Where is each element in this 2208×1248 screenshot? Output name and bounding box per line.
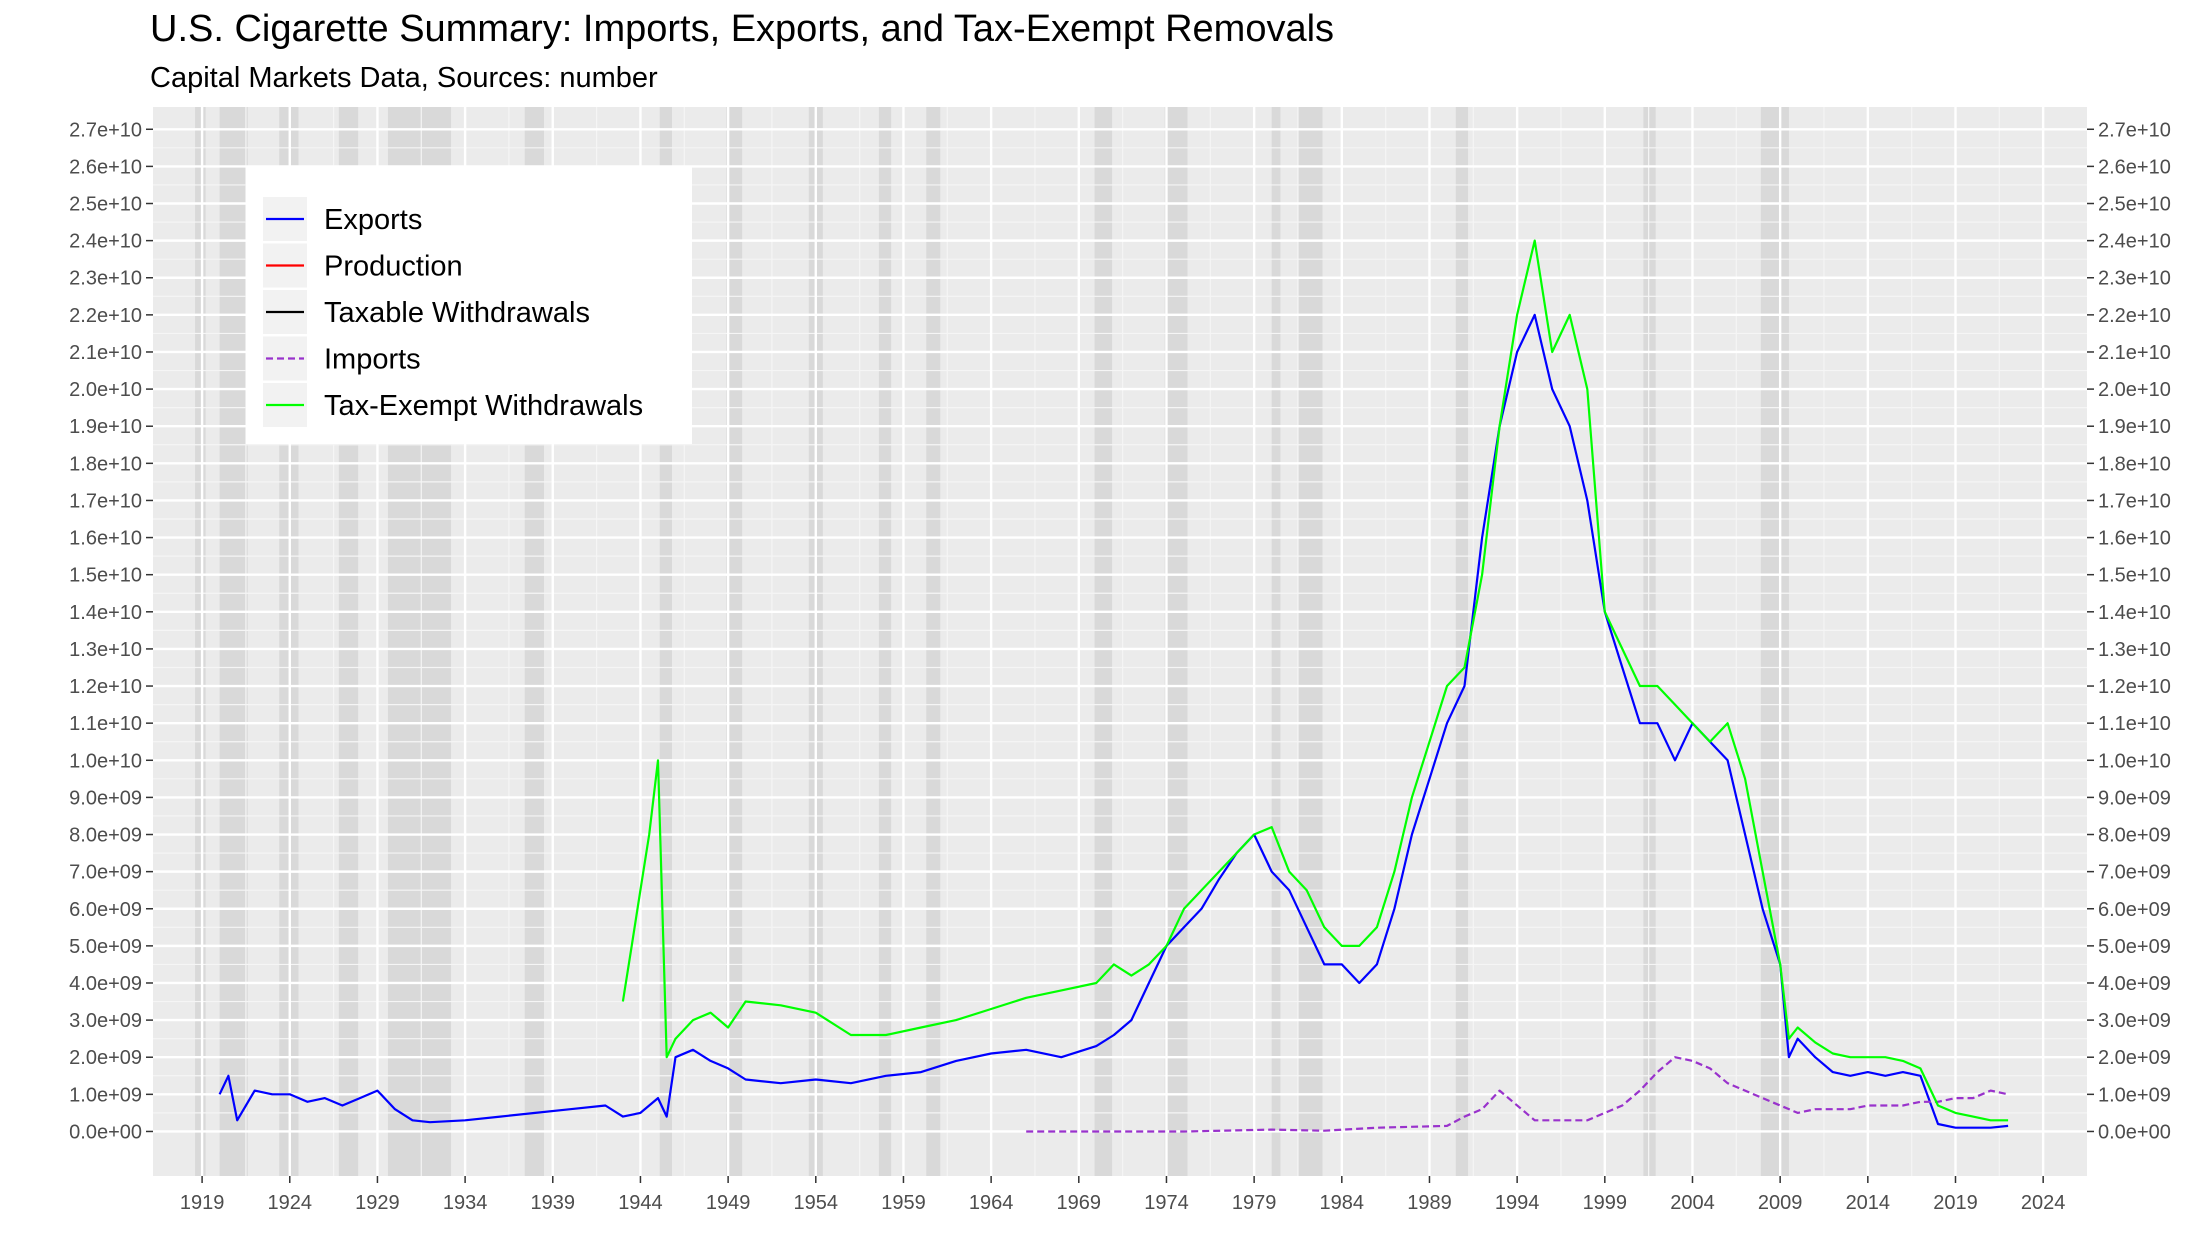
y-tick-label: 2.4e+10 [69,231,142,253]
y2-tick-label: 2.1e+10 [2098,342,2171,364]
recession-band [1094,107,1113,1176]
y2-tick-label: 1.7e+10 [2098,490,2171,512]
y2-tick-label: 3.0e+09 [2098,1010,2171,1032]
y2-tick-label: 4.0e+09 [2098,973,2171,995]
y-tick-label: 2.7e+10 [69,119,142,141]
x-tick-label: 1919 [180,1192,225,1214]
x-tick-label: 1924 [268,1192,313,1214]
x-tick-label: 1939 [531,1192,576,1214]
recession-band [1455,107,1469,1176]
chart-subtitle: Capital Markets Data, Sources: number [150,62,658,94]
y2-tick-label: 2.2e+10 [2098,305,2171,327]
y2-tick-label: 1.8e+10 [2098,453,2171,475]
y-tick-label: 1.6e+10 [69,528,142,550]
y-tick-label: 2.6e+10 [69,156,142,178]
recession-band [219,107,248,1176]
legend-label: Imports [324,344,421,376]
y-tick-label: 1.3e+10 [69,639,142,661]
series-line [621,239,2009,1122]
y2-tick-label: 1.9e+10 [2098,416,2171,438]
legend-label: Tax-Exempt Withdrawals [324,390,643,422]
y-tick-label: 1.0e+09 [69,1084,142,1106]
y2-tick-label: 6.0e+09 [2098,899,2171,921]
y-tick-label: 8.0e+09 [69,825,142,847]
recession-band [1164,107,1188,1176]
y-tick-label: 7.0e+09 [69,862,142,884]
x-tick-label: 2014 [1846,1192,1891,1214]
y-tick-label: 2.2e+10 [69,305,142,327]
y-tick-label: 2.0e+10 [69,379,142,401]
x-tick-label: 1949 [706,1192,751,1214]
recession-band [926,107,941,1176]
x-tick-label: 1979 [1232,1192,1277,1214]
y2-tick-label: 1.2e+10 [2098,676,2171,698]
y2-tick-label: 8.0e+09 [2098,825,2171,847]
recession-band [1297,107,1323,1176]
legend-box [246,166,692,444]
recession-band [195,107,206,1176]
recession-band [878,107,892,1176]
y-tick-label: 2.5e+10 [69,194,142,216]
x-tick-label: 1989 [1407,1192,1452,1214]
y-tick-label: 1.7e+10 [69,490,142,512]
recession-band [1271,107,1281,1176]
y-tick-label: 4.0e+09 [69,973,142,995]
y2-tick-label: 2.6e+10 [2098,156,2171,178]
x-tick-label: 2024 [2021,1192,2066,1214]
x-tick-label: 2004 [1670,1192,1715,1214]
y-tick-label: 1.2e+10 [69,676,142,698]
x-tick-label: 1954 [794,1192,839,1214]
y-tick-label: 1.0e+10 [69,750,142,772]
y2-tick-label: 1.0e+09 [2098,1084,2171,1106]
x-tick-label: 1959 [881,1192,926,1214]
y-tick-label: 1.8e+10 [69,453,142,475]
x-tick-label: 1984 [1320,1192,1365,1214]
y2-tick-label: 1.6e+10 [2098,528,2171,550]
legend-label: Exports [324,204,422,236]
y-tick-label: 2.1e+10 [69,342,142,364]
y2-tick-label: 7.0e+09 [2098,862,2171,884]
y-tick-label: 3.0e+09 [69,1010,142,1032]
x-tick-label: 1944 [618,1192,663,1214]
y2-tick-label: 2.4e+10 [2098,231,2171,253]
y2-tick-label: 1.1e+10 [2098,713,2171,735]
series-line [1026,1056,2009,1133]
y2-tick-label: 5.0e+09 [2098,936,2171,958]
recession-band [1643,107,1656,1176]
y-tick-label: 2.3e+10 [69,268,142,290]
x-tick-label: 1994 [1495,1192,1540,1214]
y2-tick-label: 2.3e+10 [2098,268,2171,290]
y-tick-label: 9.0e+09 [69,787,142,809]
chart-title: U.S. Cigarette Summary: Imports, Exports… [150,8,1335,50]
x-tick-label: 2019 [1933,1192,1978,1214]
x-tick-label: 1999 [1583,1192,1628,1214]
x-tick-label: 1929 [355,1192,400,1214]
y2-tick-label: 0.0e+00 [2098,1121,2171,1143]
y2-tick-label: 2.0e+10 [2098,379,2171,401]
x-tick-label: 1974 [1144,1192,1189,1214]
y-tick-label: 1.1e+10 [69,713,142,735]
y2-tick-label: 1.0e+10 [2098,750,2171,772]
y2-tick-label: 9.0e+09 [2098,787,2171,809]
y-tick-label: 1.4e+10 [69,602,142,624]
x-tick-label: 1969 [1057,1192,1102,1214]
legend-label: Taxable Withdrawals [324,297,590,329]
y2-tick-label: 1.5e+10 [2098,565,2171,587]
x-tick-label: 1934 [443,1192,488,1214]
x-tick-label: 1964 [969,1192,1014,1214]
y-tick-label: 1.5e+10 [69,565,142,587]
y2-tick-label: 1.3e+10 [2098,639,2171,661]
y-tick-label: 6.0e+09 [69,899,142,921]
y-tick-label: 1.9e+10 [69,416,142,438]
y2-tick-label: 2.0e+09 [2098,1047,2171,1069]
y2-tick-label: 1.4e+10 [2098,602,2171,624]
y-tick-label: 2.0e+09 [69,1047,142,1069]
legend-label: Production [324,251,463,283]
y-tick-label: 5.0e+09 [69,936,142,958]
y-tick-label: 0.0e+00 [69,1121,142,1143]
y2-tick-label: 2.7e+10 [2098,119,2171,141]
y2-tick-label: 2.5e+10 [2098,194,2171,216]
x-tick-label: 2009 [1758,1192,1803,1214]
